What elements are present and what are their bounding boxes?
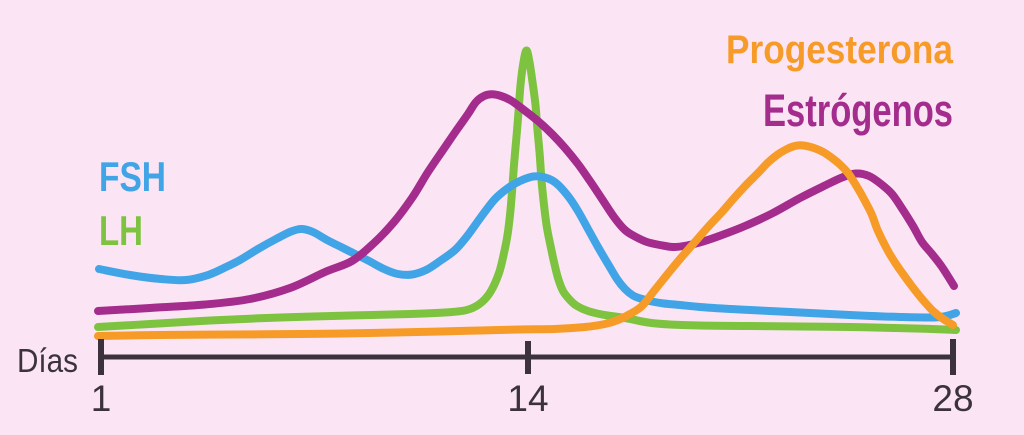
svg-text:Días: Días — [17, 342, 78, 379]
svg-text:14: 14 — [507, 378, 548, 419]
svg-text:LH: LH — [99, 207, 143, 254]
svg-text:FSH: FSH — [99, 153, 166, 200]
svg-text:Progesterona: Progesterona — [726, 28, 954, 72]
svg-text:28: 28 — [932, 378, 973, 419]
svg-text:Estrógenos: Estrógenos — [763, 85, 953, 136]
svg-text:1: 1 — [91, 378, 112, 419]
